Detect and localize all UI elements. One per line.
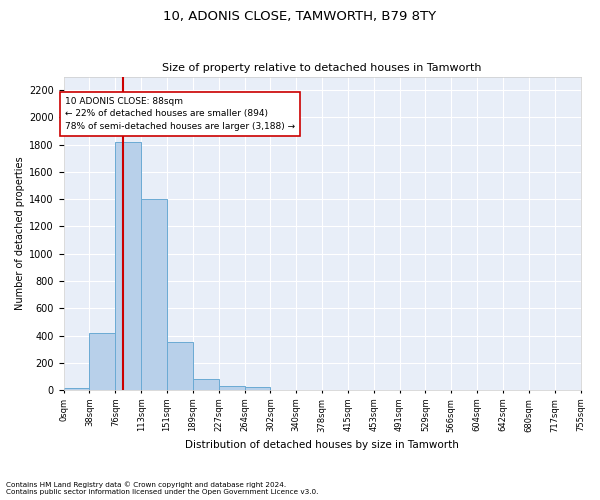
- X-axis label: Distribution of detached houses by size in Tamworth: Distribution of detached houses by size …: [185, 440, 459, 450]
- Bar: [64, 388, 89, 390]
- Title: Size of property relative to detached houses in Tamworth: Size of property relative to detached ho…: [163, 63, 482, 73]
- Bar: [167, 342, 193, 390]
- Bar: [245, 388, 271, 390]
- Bar: [218, 386, 245, 390]
- Text: 10, ADONIS CLOSE, TAMWORTH, B79 8TY: 10, ADONIS CLOSE, TAMWORTH, B79 8TY: [163, 10, 437, 23]
- Text: 10 ADONIS CLOSE: 88sqm
← 22% of detached houses are smaller (894)
78% of semi-de: 10 ADONIS CLOSE: 88sqm ← 22% of detached…: [65, 97, 295, 131]
- Bar: [115, 142, 141, 390]
- Bar: [89, 333, 115, 390]
- Bar: [141, 199, 167, 390]
- Bar: [193, 379, 218, 390]
- Text: Contains HM Land Registry data © Crown copyright and database right 2024.
Contai: Contains HM Land Registry data © Crown c…: [6, 482, 319, 495]
- Y-axis label: Number of detached properties: Number of detached properties: [15, 156, 25, 310]
